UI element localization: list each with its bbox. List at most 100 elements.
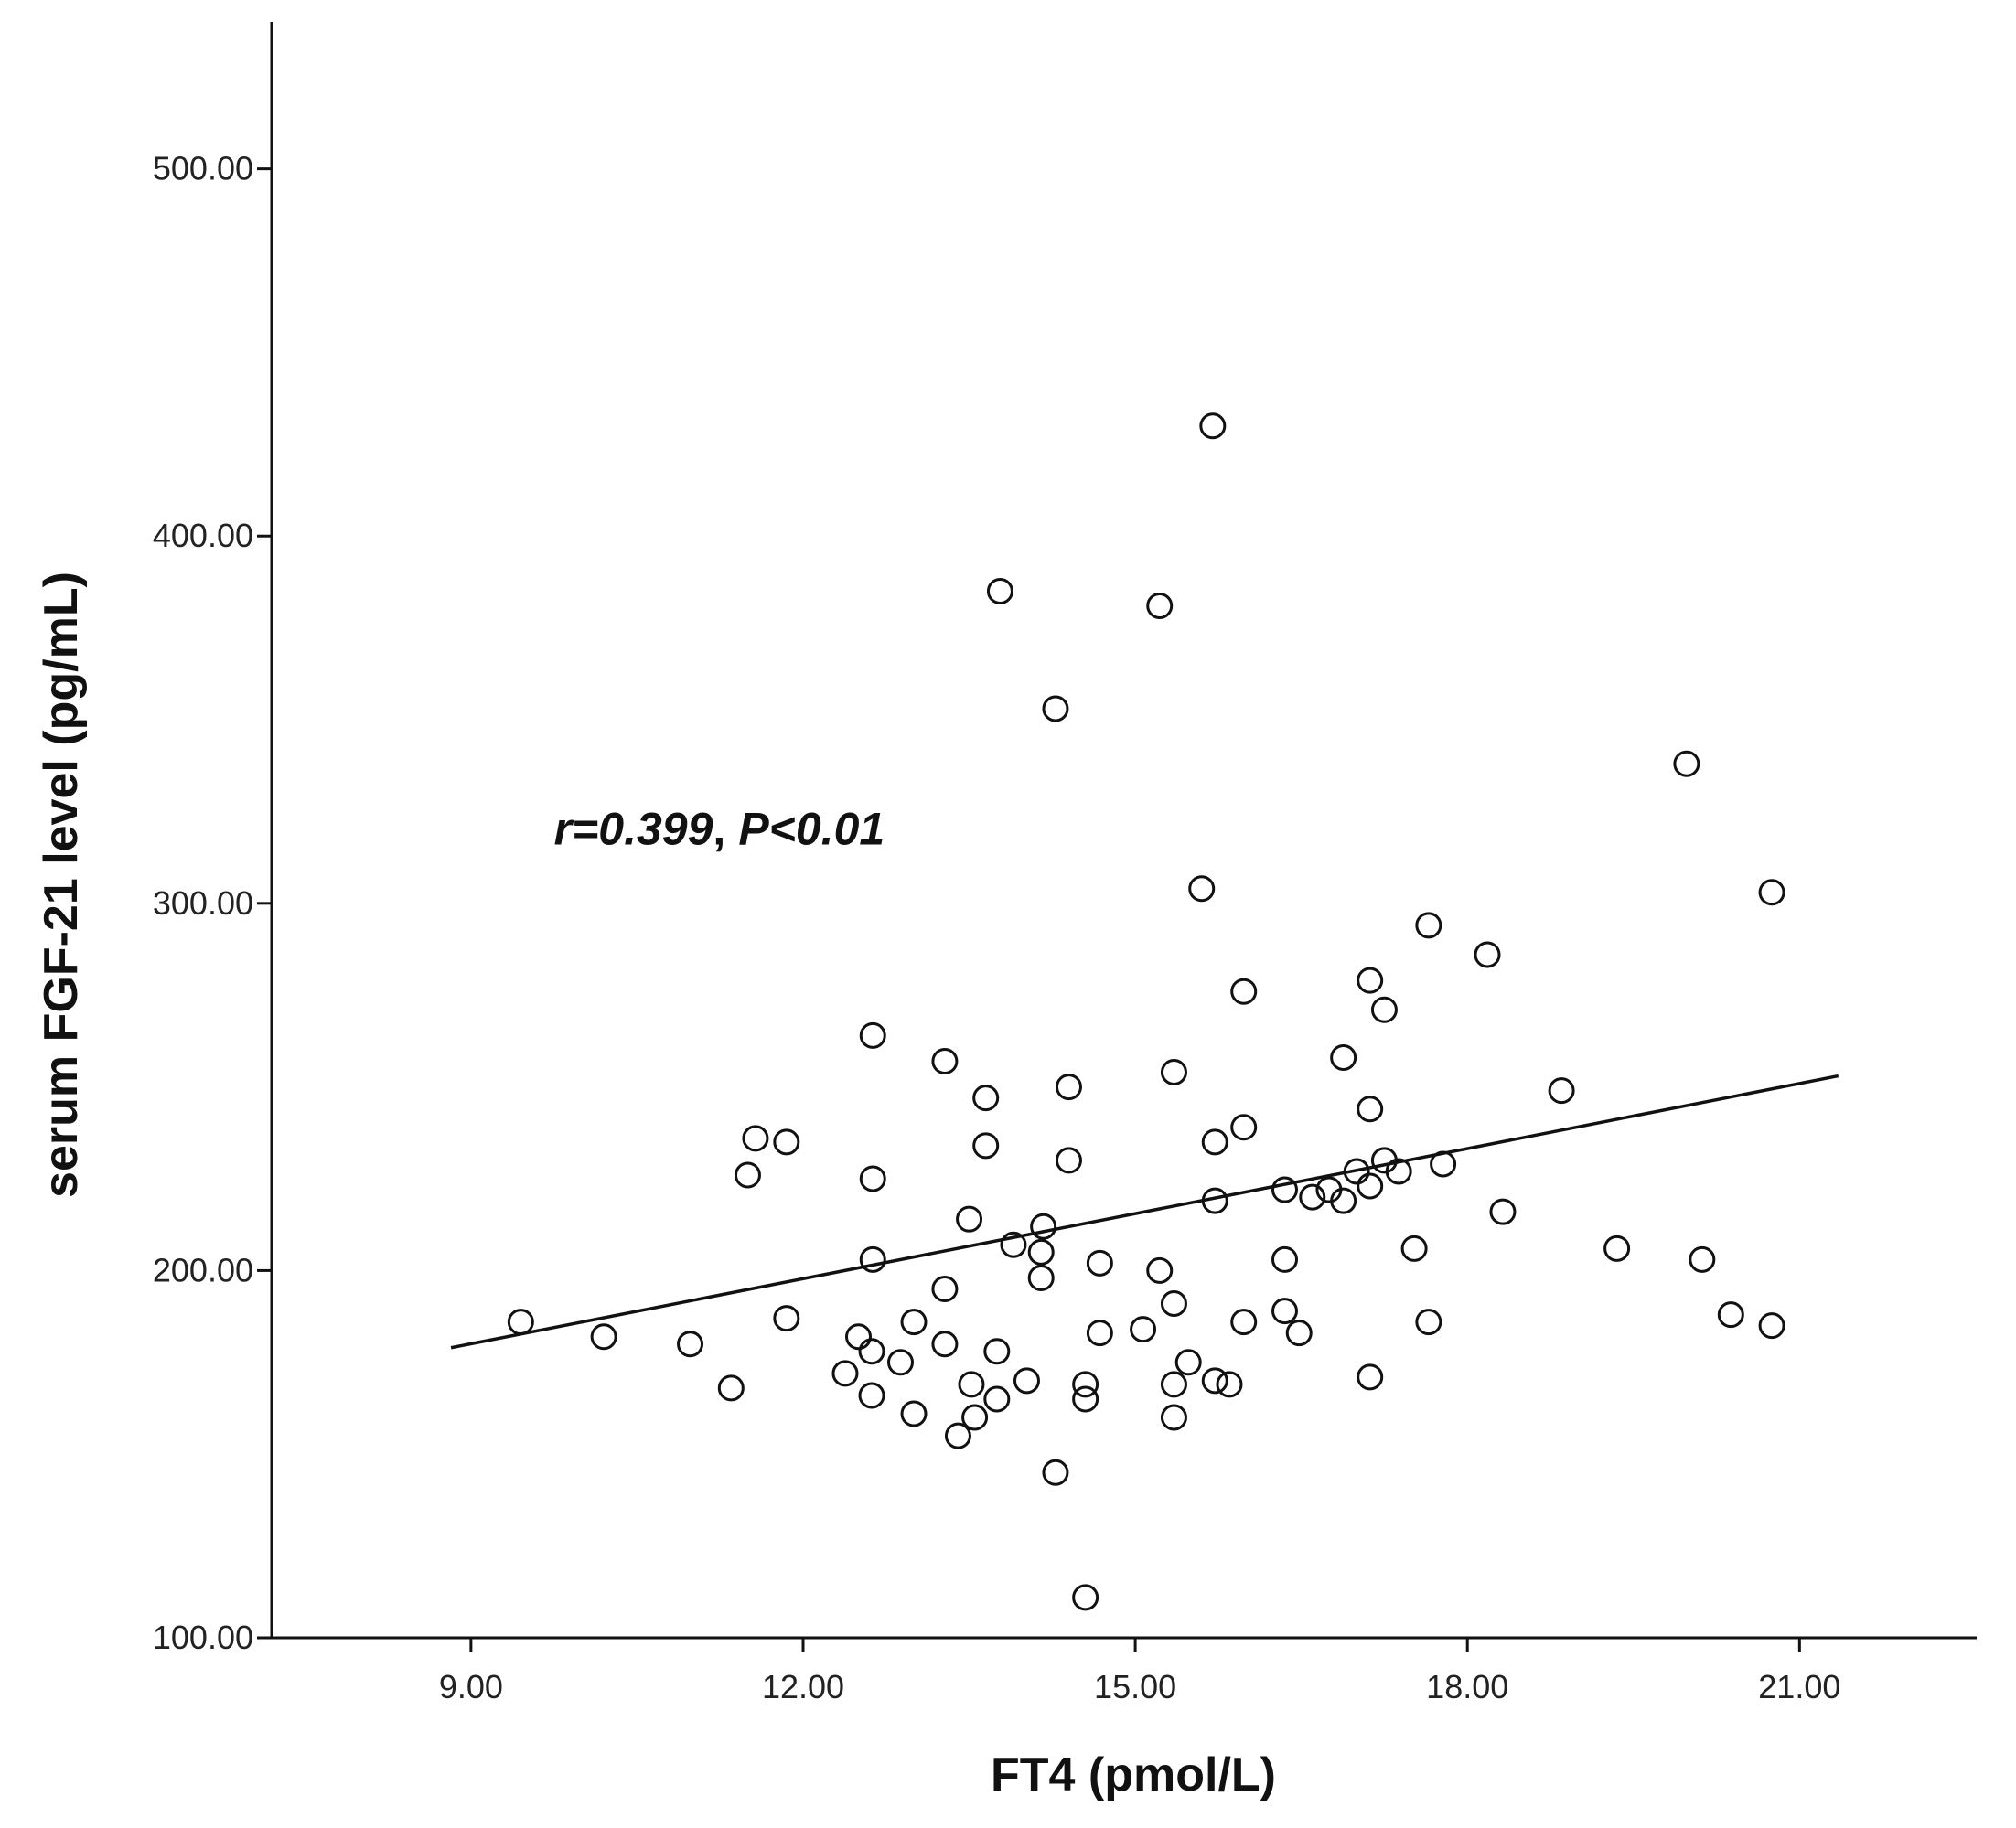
data-point [956, 1205, 983, 1233]
data-point [1027, 1264, 1055, 1291]
data-point [1042, 695, 1069, 722]
data-point [887, 1349, 915, 1376]
data-point [859, 1245, 886, 1273]
data-point [1160, 1059, 1187, 1086]
y-tick-label: 200.00 [153, 1251, 253, 1288]
y-ticks: 100.00 200.00 300.00 400.00 500.00 [153, 150, 272, 1656]
data-point [944, 1422, 971, 1449]
data-point [1343, 1158, 1370, 1185]
data-point [1357, 1096, 1384, 1123]
y-tick-label: 400.00 [153, 517, 253, 554]
data-point [1174, 1349, 1202, 1376]
data-point [1717, 1301, 1744, 1329]
x-axis-title: FT4 (pmol/L) [991, 1748, 1276, 1801]
data-point [931, 1048, 959, 1075]
data-point [773, 1305, 800, 1332]
data-point [1072, 1584, 1099, 1611]
data-point [1271, 1298, 1299, 1325]
data-point [742, 1125, 769, 1152]
data-point [1271, 1176, 1299, 1203]
data-point [1086, 1320, 1113, 1347]
data-point [1385, 1158, 1412, 1185]
data-point [972, 1085, 1000, 1112]
data-point [1415, 1309, 1442, 1336]
data-point [1130, 1316, 1157, 1343]
data-point [1548, 1077, 1575, 1105]
data-point [1230, 1309, 1258, 1336]
data-point [986, 577, 1013, 604]
data-point [590, 1323, 617, 1351]
y-tick-label: 100.00 [153, 1619, 253, 1656]
r-value-text: r=0.399 [554, 804, 713, 855]
data-point [1160, 1404, 1187, 1431]
data-point [773, 1128, 800, 1156]
data-point [1027, 1238, 1055, 1266]
data-point [1474, 941, 1501, 968]
x-tick-label: 18.00 [1426, 1668, 1508, 1705]
data-point [1216, 1371, 1243, 1398]
data-point [972, 1132, 1000, 1160]
data-point [1086, 1249, 1113, 1277]
data-point [734, 1161, 761, 1189]
data-point [1013, 1367, 1040, 1395]
data-point [1146, 1256, 1174, 1284]
data-point [1030, 1213, 1057, 1240]
data-point [1146, 593, 1174, 620]
data-point [931, 1275, 959, 1302]
x-tick-label: 15.00 [1094, 1668, 1176, 1705]
data-point [900, 1309, 928, 1336]
x-tick-label: 9.00 [439, 1668, 503, 1705]
data-point [900, 1400, 928, 1427]
x-tick-label: 21.00 [1758, 1668, 1840, 1705]
data-point [1042, 1459, 1069, 1486]
data-point [1285, 1320, 1313, 1347]
data-point [983, 1385, 1011, 1413]
y-axis-title: serum FGF-21 level (pg/mL) [35, 572, 88, 1198]
data-point [1055, 1147, 1082, 1174]
data-point [1758, 879, 1785, 906]
data-point [1400, 1235, 1428, 1262]
data-point [717, 1374, 745, 1402]
data-point [1603, 1235, 1631, 1262]
data-point [1415, 912, 1442, 939]
data-point [1370, 996, 1398, 1023]
data-point [859, 1165, 886, 1192]
data-point [1330, 1187, 1357, 1214]
data-points [507, 412, 1785, 1611]
y-tick-label: 500.00 [153, 150, 253, 187]
data-point [1489, 1198, 1517, 1225]
correlation-annotation: r=0.399, P<0.01 [554, 804, 885, 855]
data-point [858, 1382, 885, 1409]
data-point [1299, 1183, 1326, 1211]
p-value-text: P<0.01 [738, 804, 885, 855]
data-point [1055, 1074, 1082, 1101]
data-point [1673, 750, 1700, 777]
data-point [845, 1323, 873, 1351]
annotation-separator: , [713, 804, 725, 855]
data-point [1689, 1245, 1716, 1273]
data-point [1357, 1363, 1384, 1391]
data-point [1201, 1128, 1228, 1156]
data-point [1330, 1043, 1357, 1071]
data-point [931, 1331, 959, 1358]
data-point [1000, 1231, 1027, 1258]
x-tick-label: 12.00 [762, 1668, 844, 1705]
data-point [1188, 875, 1216, 903]
data-point [507, 1309, 534, 1336]
data-point [1072, 1385, 1099, 1413]
data-point [961, 1404, 989, 1431]
data-point [1430, 1150, 1457, 1178]
data-point [1160, 1371, 1187, 1398]
x-ticks: 9.00 12.00 15.00 18.00 21.00 [439, 1638, 1840, 1705]
data-point [1357, 967, 1384, 994]
data-point [858, 1338, 885, 1365]
data-point [1230, 1114, 1258, 1141]
data-point [1072, 1371, 1099, 1398]
data-point [983, 1338, 1011, 1365]
data-point [1230, 978, 1258, 1005]
data-point [1201, 1187, 1228, 1214]
regression-line [450, 1074, 1839, 1350]
data-point [1271, 1245, 1299, 1273]
data-point [677, 1331, 704, 1358]
